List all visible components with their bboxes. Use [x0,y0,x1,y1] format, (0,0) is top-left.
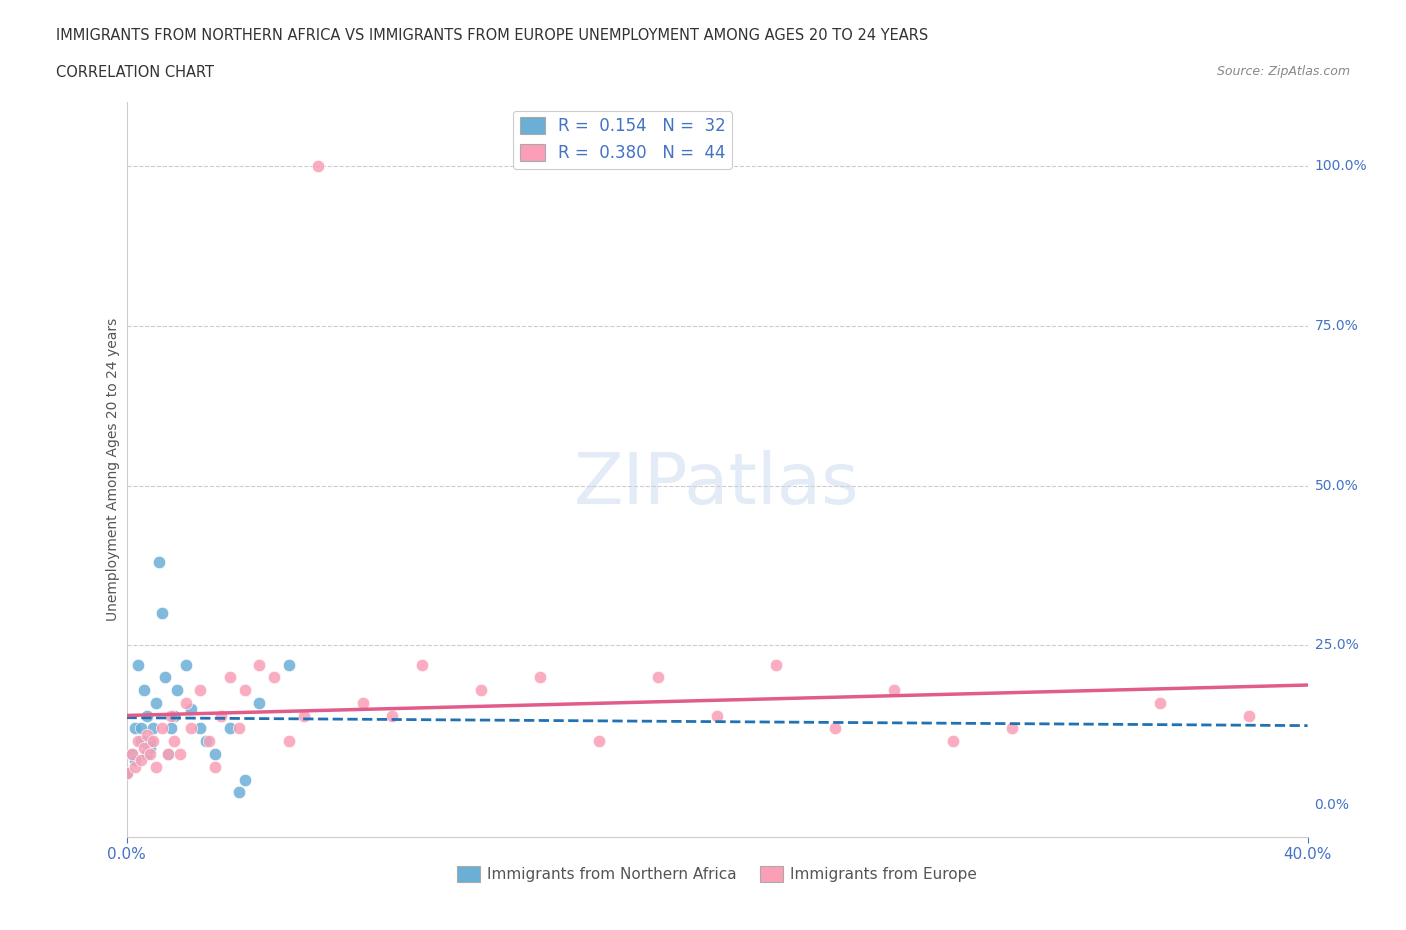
Point [180,702,202,717]
Point [278,734,301,749]
Point [127,658,149,672]
Point [159,708,183,723]
Point [127,734,149,749]
Text: 100.0%: 100.0% [1315,159,1367,173]
Point [1001,721,1024,736]
Point [352,696,374,711]
Point [134,734,156,749]
Point [824,721,846,736]
Point [134,683,156,698]
Point [209,708,232,723]
Point [139,740,162,755]
Text: 0.0%: 0.0% [1315,798,1350,812]
Point [307,159,329,174]
Text: 50.0%: 50.0% [1315,479,1358,493]
Point [115,765,138,780]
Point [180,721,202,736]
Point [765,658,787,672]
Point [139,747,162,762]
Text: 25.0%: 25.0% [1315,638,1358,652]
Point [247,658,270,672]
Point [148,555,170,570]
Point [142,721,165,736]
Point [145,696,167,711]
Point [883,683,905,698]
Point [115,765,138,780]
Point [942,734,965,749]
Point [188,721,211,736]
Y-axis label: Unemployment Among Ages 20 to 24 years: Unemployment Among Ages 20 to 24 years [105,318,120,621]
Point [129,721,153,736]
Point [188,683,211,698]
Point [647,670,669,684]
Point [219,721,242,736]
Point [292,708,315,723]
Point [121,747,143,762]
Point [121,747,143,762]
Point [1149,696,1171,711]
Point [136,708,159,723]
Point [150,606,173,621]
Text: ZIPatlas: ZIPatlas [574,450,860,519]
Point [411,658,433,672]
Point [142,734,165,749]
Point [278,658,301,672]
Point [150,721,173,736]
Point [706,708,728,723]
Point [233,772,256,787]
Point [136,747,159,762]
Point [529,670,551,684]
Point [247,696,270,711]
Point [381,708,404,723]
Point [204,747,226,762]
Point [134,740,156,755]
Text: IMMIGRANTS FROM NORTHERN AFRICA VS IMMIGRANTS FROM EUROPE UNEMPLOYMENT AMONG AGE: IMMIGRANTS FROM NORTHERN AFRICA VS IMMIG… [56,28,928,43]
Point [174,696,197,711]
Point [470,683,492,698]
Point [219,670,242,684]
Point [136,727,159,742]
Point [166,683,188,698]
Point [124,721,146,736]
Point [588,734,610,749]
Point [163,708,186,723]
Point [145,759,167,774]
Text: CORRELATION CHART: CORRELATION CHART [56,65,214,80]
Point [198,734,221,749]
Point [156,747,179,762]
Point [1237,708,1260,723]
Point [159,721,183,736]
Point [263,670,285,684]
Point [174,658,197,672]
Point [129,753,153,768]
Point [163,734,186,749]
Point [195,734,218,749]
Point [139,734,162,749]
Point [153,670,176,684]
Point [156,747,179,762]
Point [124,759,146,774]
Point [129,734,153,749]
Point [233,683,256,698]
Point [169,747,191,762]
Text: 75.0%: 75.0% [1315,319,1358,333]
Text: Source: ZipAtlas.com: Source: ZipAtlas.com [1216,65,1350,78]
Point [228,785,250,800]
Point [124,753,146,768]
Point [204,759,226,774]
Point [228,721,250,736]
Legend: Immigrants from Northern Africa, Immigrants from Europe: Immigrants from Northern Africa, Immigra… [451,860,983,888]
